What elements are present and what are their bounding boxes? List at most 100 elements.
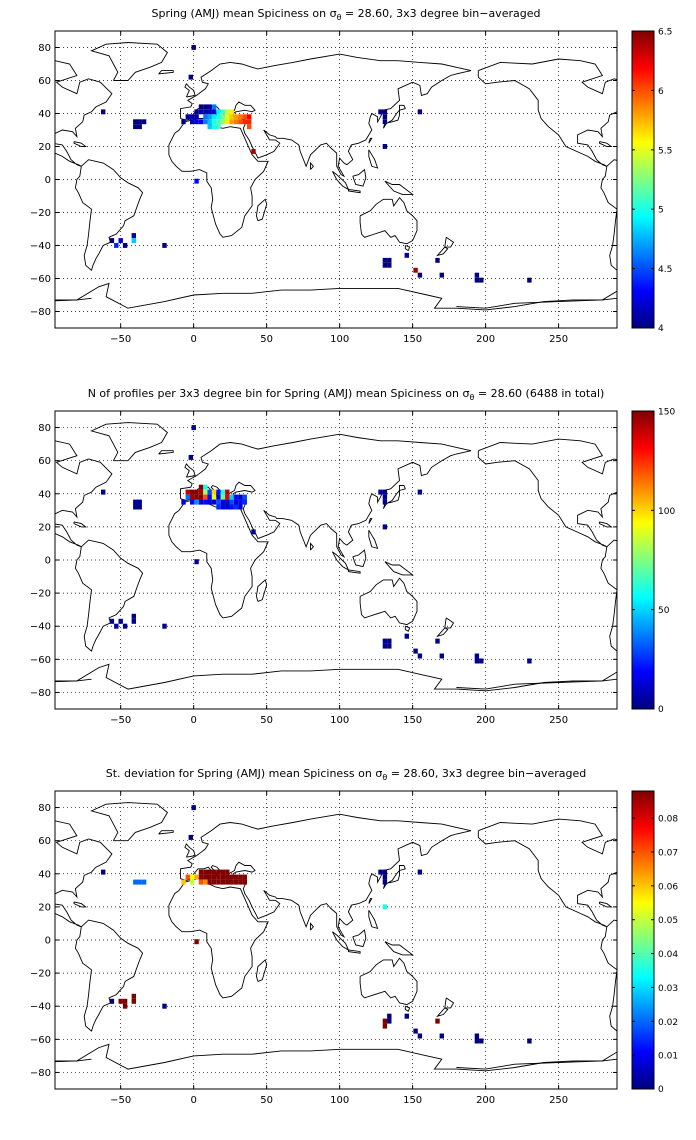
- plot-content: [55, 791, 696, 1089]
- data-cell: [194, 874, 199, 880]
- plot-content: [55, 31, 617, 328]
- data-cell: [242, 119, 247, 125]
- data-cell: [225, 114, 230, 120]
- chart-title: N of profiles per 3x3 degree bin for Spr…: [88, 387, 605, 402]
- data-cell: [137, 124, 142, 130]
- colorbar-tick-label: 100: [658, 507, 675, 517]
- coastline: [255, 579, 268, 602]
- coastline: [180, 433, 472, 558]
- x-tick-label: 250: [549, 715, 568, 726]
- data-cell: [238, 119, 243, 125]
- colorbar-tick-label: 50: [658, 606, 670, 616]
- data-cell: [225, 499, 230, 505]
- coastline: [180, 53, 472, 178]
- data-cell: [238, 874, 243, 880]
- coastline: [73, 141, 88, 147]
- data-cell: [133, 124, 138, 130]
- data-cell: [207, 869, 212, 875]
- data-cell: [251, 149, 256, 154]
- data-cell: [181, 119, 186, 125]
- data-cell: [122, 623, 128, 629]
- data-cell: [474, 653, 480, 659]
- coastline: [310, 922, 314, 931]
- data-cell: [211, 109, 217, 115]
- coastline: [359, 957, 418, 1006]
- data-cell: [474, 277, 480, 283]
- coastline: [352, 168, 367, 187]
- coastline: [477, 438, 617, 548]
- y-tick-label: 80: [38, 423, 51, 434]
- y-tick-label: 60: [38, 456, 51, 467]
- data-cell: [247, 114, 252, 120]
- y-tick-label: −40: [30, 622, 51, 633]
- data-cell: [211, 879, 217, 885]
- data-cell: [207, 489, 212, 495]
- data-cell: [527, 658, 532, 664]
- x-tick-label: 100: [330, 334, 349, 345]
- coastline: [684, 831, 696, 834]
- y-tick-label: −60: [30, 274, 51, 285]
- coastline: [600, 919, 617, 1032]
- data-cell: [242, 114, 247, 120]
- data-cell: [417, 489, 423, 495]
- data-cell: [198, 484, 204, 490]
- data-cell: [207, 119, 212, 125]
- data-cell: [382, 869, 388, 875]
- data-cell: [190, 489, 195, 495]
- data-cell: [198, 494, 204, 500]
- data-cell: [207, 879, 212, 885]
- data-cell: [216, 119, 221, 125]
- data-cell: [382, 257, 388, 263]
- colorbar-tick-label: 0.03: [658, 984, 678, 994]
- data-cell: [387, 262, 392, 268]
- data-cell: [137, 119, 142, 125]
- data-cell: [216, 114, 221, 120]
- x-tick-label: 0: [190, 334, 196, 345]
- coastline: [55, 440, 113, 548]
- coastline: [436, 627, 449, 638]
- data-cell: [417, 1033, 423, 1039]
- data-cell: [242, 499, 247, 505]
- y-tick-label: 80: [38, 43, 51, 54]
- data-cell: [216, 499, 221, 505]
- data-cell: [198, 499, 204, 505]
- data-cell: [194, 109, 199, 115]
- colorbar-tick-label: 0.07: [658, 848, 678, 858]
- data-cell: [131, 618, 136, 624]
- data-cell: [378, 109, 383, 115]
- coastline: [90, 802, 168, 842]
- data-cell: [382, 489, 388, 495]
- colorbar-tick-label: 6: [658, 87, 664, 97]
- data-cell: [216, 109, 221, 115]
- coastline: [90, 42, 168, 81]
- data-cell: [404, 633, 409, 639]
- data-cell: [382, 643, 388, 649]
- data-cell: [220, 109, 226, 115]
- data-cell: [131, 613, 136, 619]
- data-cell: [131, 998, 136, 1004]
- data-cell: [211, 489, 217, 495]
- data-cell: [216, 504, 221, 510]
- title-subscript: θ: [469, 393, 474, 402]
- data-cell: [137, 499, 142, 505]
- data-cell: [225, 874, 230, 880]
- coastline: [436, 246, 449, 257]
- data-cell: [417, 272, 423, 278]
- title-part: Spring (AMJ) mean Spiciness on σ: [152, 7, 337, 20]
- coastline: [436, 1007, 449, 1018]
- coastline: [310, 161, 314, 170]
- data-cell: [238, 494, 243, 500]
- colorbar-tick-label: 4: [658, 324, 664, 334]
- data-cell: [114, 623, 119, 629]
- data-cell: [439, 653, 444, 659]
- data-cell: [382, 499, 388, 505]
- data-cell: [382, 524, 388, 530]
- data-cell: [382, 144, 388, 149]
- data-cell: [185, 114, 190, 120]
- coastline: [444, 617, 455, 629]
- data-cell: [220, 874, 226, 880]
- data-cell: [229, 119, 234, 125]
- data-cell: [109, 618, 115, 624]
- coastline: [599, 521, 613, 528]
- data-cell: [137, 504, 142, 510]
